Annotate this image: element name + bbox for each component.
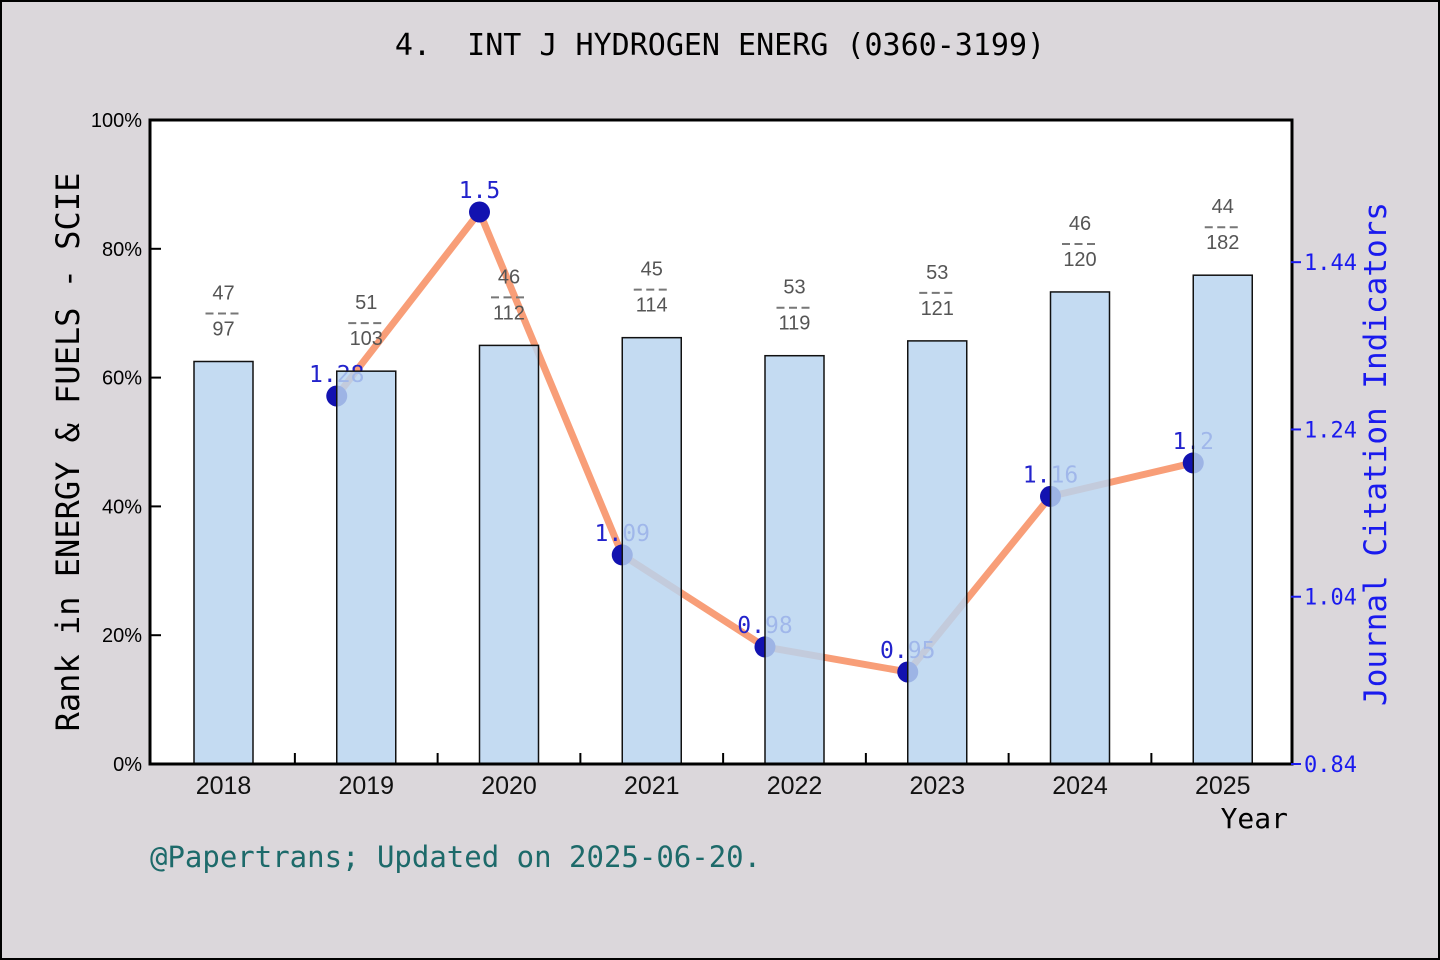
right-tick-label-1.04: 1.04 — [1304, 586, 1357, 611]
x-tick-label-2018: 2018 — [196, 772, 252, 800]
bar-2022 — [764, 354, 825, 765]
bar-2018 — [193, 360, 254, 765]
bar-2020 — [478, 344, 540, 765]
rank-denominator-2023: 121 — [921, 298, 954, 320]
rank-numerator-2019: 51 — [355, 292, 377, 314]
bar-2025 — [1192, 274, 1253, 765]
rank-denominator-2022: 119 — [779, 313, 811, 335]
right-tick-label-1.24: 1.24 — [1304, 418, 1357, 443]
rank-denominator-2018: 97 — [212, 319, 234, 341]
bar-2023 — [907, 340, 968, 765]
right-tick-label-0.84: 0.84 — [1304, 753, 1357, 778]
left-tick-label-100: 100% — [91, 110, 142, 132]
left-tick-label-60: 60% — [102, 368, 142, 390]
bar-2021 — [621, 336, 682, 765]
right-tick-label-1.44: 1.44 — [1304, 251, 1357, 276]
rank-numerator-2024: 46 — [1069, 213, 1091, 235]
rank-denominator-2020: 112 — [493, 302, 525, 324]
rank-denominator-2021: 114 — [636, 295, 668, 317]
left-tick-label-80: 80% — [102, 239, 142, 261]
rank-denominator-2025: 182 — [1206, 232, 1239, 254]
x-tick-label-2022: 2022 — [767, 772, 823, 800]
rank-numerator-2018: 47 — [212, 283, 234, 305]
jci-point-2020 — [469, 201, 490, 223]
left-tick-label-0: 0% — [113, 754, 142, 776]
left-tick-label-20: 20% — [102, 625, 142, 647]
rank-numerator-2025: 44 — [1212, 196, 1234, 218]
chart-title: 4. INT J HYDROGEN ENERG (0360-3199) — [394, 28, 1046, 63]
jci-value-label-2020: 1.5 — [459, 178, 501, 204]
footer-note: @Papertrans; Updated on 2025-06-20. — [150, 840, 762, 874]
left-axis-title: Rank in ENERGY & FUELS - SCIE — [49, 172, 87, 732]
bar-2019 — [336, 370, 397, 765]
left-tick-label-40: 40% — [102, 496, 142, 518]
x-tick-label-2024: 2024 — [1052, 772, 1108, 800]
rank-denominator-2024: 120 — [1063, 249, 1096, 271]
x-tick-label-2019: 2019 — [338, 772, 394, 800]
plot-frame — [148, 118, 1294, 766]
rank-numerator-2021: 45 — [641, 259, 663, 281]
rank-numerator-2020: 46 — [498, 266, 520, 288]
rank-numerator-2023: 53 — [926, 262, 948, 284]
x-tick-label-2021: 2021 — [624, 772, 680, 800]
x-axis-title: Year — [1220, 802, 1288, 835]
bar-2024 — [1049, 291, 1111, 765]
rank-denominator-2019: 103 — [350, 328, 383, 350]
x-tick-label-2020: 2020 — [481, 772, 537, 800]
x-tick-label-2025: 2025 — [1195, 772, 1251, 800]
right-axis-title: Journal Citation Indicators — [1358, 202, 1394, 706]
x-tick-label-2023: 2023 — [909, 772, 965, 800]
plot-background — [150, 120, 1292, 764]
rank-numerator-2022: 53 — [783, 277, 805, 299]
